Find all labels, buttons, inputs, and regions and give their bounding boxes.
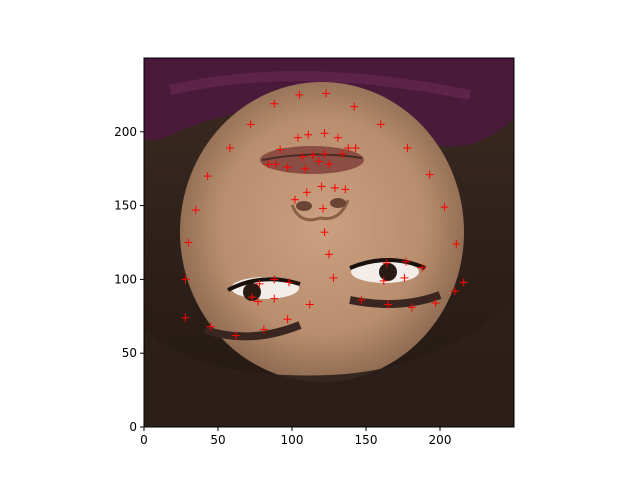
landmark-point	[379, 276, 388, 285]
landmark-point	[338, 149, 347, 158]
landmark-point	[191, 206, 200, 215]
landmark-point	[314, 157, 323, 166]
landmark-point	[333, 133, 342, 142]
axes-frame	[143, 57, 515, 428]
landmark-point	[325, 160, 333, 169]
landmark-point	[305, 300, 314, 309]
landmark-point	[302, 188, 311, 197]
landmark-point	[351, 144, 360, 153]
landmark-point	[400, 273, 409, 282]
landmark-point	[181, 275, 190, 284]
landmark-point	[320, 129, 329, 138]
landmark-point	[407, 303, 416, 312]
landmark-point	[376, 120, 385, 129]
landmark-point	[248, 293, 257, 302]
landmark-point	[459, 278, 468, 287]
landmark-point	[440, 203, 449, 212]
landmark-point	[418, 263, 427, 272]
landmark-point	[301, 164, 310, 173]
landmark-point	[382, 259, 391, 268]
landmark-point	[225, 144, 234, 153]
landmark-point	[403, 144, 412, 153]
landmark-point	[276, 145, 285, 154]
landmark-point	[450, 287, 459, 296]
landmark-point	[246, 120, 255, 129]
landmark-point	[283, 315, 292, 324]
landmark-point	[319, 204, 328, 213]
x-tick-label: 0	[140, 433, 148, 447]
landmark-point	[350, 102, 359, 111]
landmark-point	[322, 89, 331, 98]
landmark-point	[285, 278, 294, 287]
landmark-point	[401, 257, 410, 266]
landmark-point	[253, 297, 262, 306]
face-photo	[144, 58, 514, 427]
landmark-point	[425, 170, 434, 179]
landmark-point	[271, 160, 280, 169]
landmark-point	[203, 172, 212, 181]
landmark-point	[325, 250, 333, 259]
landmark-point	[298, 152, 307, 161]
y-tick-label: 100	[114, 272, 137, 286]
landmark-point	[290, 195, 299, 204]
landmark-point	[259, 325, 268, 334]
y-tick-label: 50	[122, 346, 137, 360]
landmark-point	[270, 294, 279, 303]
landmark-point	[384, 300, 393, 309]
x-tick-label: 200	[429, 433, 452, 447]
landmark-point	[293, 133, 302, 142]
x-tick-label: 150	[355, 433, 378, 447]
landmark-point	[341, 185, 350, 194]
landmark-point	[206, 322, 215, 331]
landmark-point	[308, 151, 317, 160]
landmark-point	[295, 90, 304, 99]
y-tick-label: 150	[114, 199, 137, 213]
y-tick-label: 200	[114, 125, 137, 139]
landmark-point	[431, 299, 440, 308]
y-axis: 0 50 100 150 200	[114, 125, 144, 434]
landmark-point	[255, 279, 264, 288]
landmark-point	[330, 183, 339, 192]
landmark-point	[357, 296, 366, 305]
landmark-markers	[181, 89, 468, 340]
landmark-point	[304, 130, 313, 139]
landmark-point	[270, 275, 279, 284]
landmark-point	[329, 273, 338, 282]
landmark-point	[320, 149, 329, 158]
landmark-point	[283, 163, 292, 172]
landmark-point	[320, 228, 329, 237]
landmark-point	[317, 182, 326, 191]
landmark-point	[344, 144, 353, 153]
landmark-point	[270, 99, 279, 108]
x-tick-label: 50	[210, 433, 225, 447]
x-axis: 0 50 100 150 200	[140, 427, 451, 447]
y-tick-label: 0	[129, 420, 137, 434]
landmark-point	[264, 160, 273, 169]
landmark-point	[231, 331, 240, 340]
landmark-point	[181, 313, 190, 322]
landmark-point	[452, 239, 461, 248]
landmark-point	[184, 238, 193, 247]
x-tick-label: 100	[281, 433, 304, 447]
